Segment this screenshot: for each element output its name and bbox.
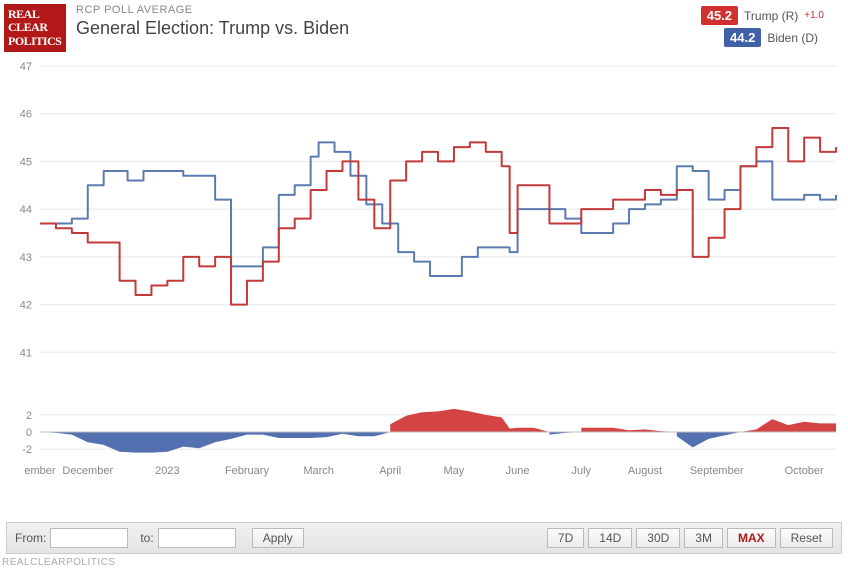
svg-text:February: February <box>225 465 270 477</box>
to-input[interactable] <box>158 528 236 548</box>
logo-line: CLEAR <box>8 21 62 34</box>
svg-text:August: August <box>628 465 662 477</box>
title-block: RCP POLL AVERAGE General Election: Trump… <box>76 4 701 39</box>
svg-text:October: October <box>785 465 824 477</box>
legend-delta-trump: +1.0 <box>804 10 824 21</box>
svg-text:44: 44 <box>20 204 32 216</box>
svg-text:47: 47 <box>20 61 32 73</box>
from-label: From: <box>15 531 46 545</box>
svg-text:-2: -2 <box>22 444 32 456</box>
header: REAL CLEAR POLITICS RCP POLL AVERAGE Gen… <box>0 0 848 60</box>
svg-text:March: March <box>303 465 334 477</box>
svg-text:December: December <box>62 465 113 477</box>
logo-line: POLITICS <box>8 35 62 48</box>
range-button-14d[interactable]: 14D <box>588 528 632 548</box>
svg-text:July: July <box>571 465 591 477</box>
range-button-7d[interactable]: 7D <box>547 528 584 548</box>
legend-badge-trump: 45.2 <box>701 6 738 25</box>
svg-text:September: September <box>690 465 744 477</box>
legend-row-biden: 44.2 Biden (D) <box>701 28 824 47</box>
svg-text:June: June <box>506 465 530 477</box>
legend-row-trump: 45.2 Trump (R) +1.0 <box>701 6 824 25</box>
range-button-max[interactable]: MAX <box>727 528 776 548</box>
from-input[interactable] <box>50 528 128 548</box>
chart-subtitle: RCP POLL AVERAGE <box>76 4 701 16</box>
range-button-reset[interactable]: Reset <box>780 528 833 548</box>
range-button-30d[interactable]: 30D <box>636 528 680 548</box>
svg-text:43: 43 <box>20 252 32 264</box>
range-button-3m[interactable]: 3M <box>684 528 723 548</box>
legend: 45.2 Trump (R) +1.0 44.2 Biden (D) <box>701 6 824 50</box>
chart-title: General Election: Trump vs. Biden <box>76 18 701 39</box>
logo: REAL CLEAR POLITICS <box>4 4 66 52</box>
legend-name-trump: Trump (R) <box>744 9 798 23</box>
apply-button[interactable]: Apply <box>252 528 304 548</box>
svg-text:May: May <box>444 465 465 477</box>
svg-text:2023: 2023 <box>155 465 179 477</box>
svg-text:0: 0 <box>26 427 32 439</box>
svg-text:April: April <box>379 465 401 477</box>
to-label: to: <box>140 531 153 545</box>
svg-text:2: 2 <box>26 410 32 422</box>
controls-bar: From: to: Apply 7D14D30D3MMAXReset <box>6 522 842 554</box>
legend-badge-biden: 44.2 <box>724 28 761 47</box>
svg-text:42: 42 <box>20 300 32 312</box>
chart-area: 41 42 43 44 45 46 47 -2 0 2 ember December 2023 Febru… <box>8 60 840 490</box>
svg-text:41: 41 <box>20 347 32 359</box>
chart-svg: 41 42 43 44 45 46 47 -2 0 2 ember December 2023 Febru… <box>8 60 840 490</box>
svg-text:45: 45 <box>20 156 32 168</box>
footer-brand: REALCLEARPOLITICS <box>2 557 116 568</box>
range-buttons: 7D14D30D3MMAXReset <box>543 528 833 548</box>
legend-name-biden: Biden (D) <box>767 31 818 45</box>
svg-text:46: 46 <box>20 109 32 121</box>
svg-text:ember: ember <box>24 465 56 477</box>
